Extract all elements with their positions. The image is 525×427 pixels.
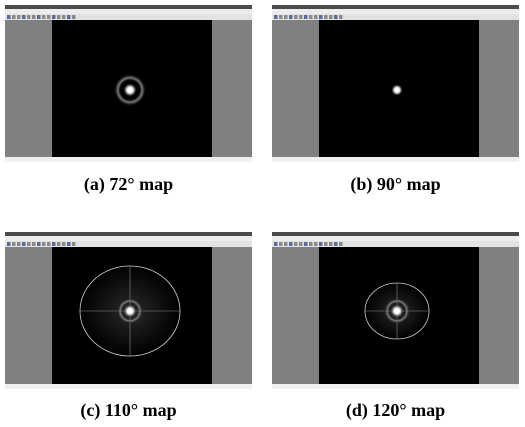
toolbar-icon: [314, 242, 318, 246]
toolbar-icon: [17, 15, 21, 19]
toolbar-icon: [12, 242, 16, 246]
toolbar-icon: [299, 15, 303, 19]
left-panel: [272, 247, 319, 384]
toolbar-icon: [324, 242, 328, 246]
toolbar-icon: [72, 242, 76, 246]
menu-bar: [272, 236, 519, 241]
caption: (d) 120° map: [346, 400, 445, 421]
left-panel: [5, 20, 52, 157]
screenshot: [272, 5, 519, 162]
toolbar-icon: [7, 242, 11, 246]
toolbar-icon: [274, 242, 278, 246]
toolbar-icon: [42, 242, 46, 246]
toolbar-icon: [37, 242, 41, 246]
toolbar-icon: [37, 15, 41, 19]
toolbar-icon: [52, 15, 56, 19]
figure: (a) 72° map (b) 90° map (c) 110° map (d) 12…: [0, 0, 525, 427]
toolbar-icon: [42, 15, 46, 19]
status-bar: [5, 157, 252, 162]
toolbar-icon: [62, 242, 66, 246]
toolbar-icon: [284, 242, 288, 246]
left-panel: [272, 20, 319, 157]
toolbar-icon: [57, 242, 61, 246]
toolbar-icon: [17, 242, 21, 246]
title-bar: [5, 232, 252, 236]
toolbar-icon: [289, 15, 293, 19]
left-panel: [5, 247, 52, 384]
toolbar-icon: [309, 15, 313, 19]
toolbar-icon: [304, 15, 308, 19]
caption: (b) 90° map: [350, 174, 440, 195]
toolbar-icon: [279, 242, 283, 246]
screenshot: [5, 232, 252, 389]
toolbar-icon: [334, 242, 338, 246]
toolbar-icon: [7, 15, 11, 19]
toolbar-icon: [329, 15, 333, 19]
toolbar-icon: [57, 15, 61, 19]
toolbar-icon: [72, 15, 76, 19]
beam-spot: [390, 304, 404, 318]
toolbar-icon: [47, 242, 51, 246]
status-bar: [272, 384, 519, 389]
beam-spot: [123, 304, 137, 318]
toolbar-icon: [299, 242, 303, 246]
toolbar-icon: [339, 242, 343, 246]
toolbar-icon: [27, 242, 31, 246]
toolbar-icon: [32, 15, 36, 19]
toolbar-icon: [339, 15, 343, 19]
toolbar-icon: [294, 242, 298, 246]
toolbar-icon: [22, 242, 26, 246]
toolbar-icon: [67, 15, 71, 19]
title-bar: [5, 5, 252, 9]
toolbar-icon: [32, 242, 36, 246]
toolbar-icon: [324, 15, 328, 19]
toolbar-icon: [304, 242, 308, 246]
toolbar-icon: [67, 242, 71, 246]
title-bar: [272, 232, 519, 236]
toolbar-icon: [52, 242, 56, 246]
right-panel: [212, 247, 252, 384]
right-panel: [212, 20, 252, 157]
toolbar-icon: [334, 15, 338, 19]
screenshot: [272, 232, 519, 389]
menu-bar: [272, 9, 519, 14]
right-panel: [479, 20, 519, 157]
toolbar-icon: [309, 242, 313, 246]
toolbar-icon: [62, 15, 66, 19]
toolbar-icon: [47, 15, 51, 19]
toolbar-icon: [314, 15, 318, 19]
status-bar: [5, 384, 252, 389]
toolbar-icon: [27, 15, 31, 19]
menu-bar: [5, 236, 252, 241]
toolbar-icon: [294, 15, 298, 19]
beam-spot: [391, 84, 403, 96]
toolbar-icon: [12, 15, 16, 19]
toolbar-icon: [274, 15, 278, 19]
status-bar: [272, 157, 519, 162]
right-panel: [479, 247, 519, 384]
caption: (a) 72° map: [84, 174, 173, 195]
menu-bar: [5, 9, 252, 14]
toolbar-icon: [319, 15, 323, 19]
title-bar: [272, 5, 519, 9]
toolbar-icon: [289, 242, 293, 246]
toolbar-icon: [329, 242, 333, 246]
toolbar-icon: [319, 242, 323, 246]
caption: (c) 110° map: [80, 400, 176, 421]
beam-spot: [123, 83, 137, 97]
toolbar-icon: [22, 15, 26, 19]
toolbar-icon: [279, 15, 283, 19]
screenshot: [5, 5, 252, 162]
toolbar-icon: [284, 15, 288, 19]
